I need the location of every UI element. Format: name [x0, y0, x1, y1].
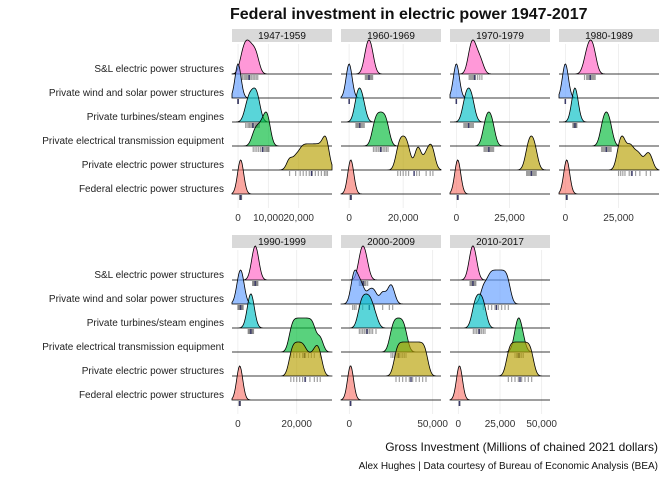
x-tick-label: 50,000 [526, 419, 557, 430]
facet-strip-1960-1969 [341, 29, 441, 42]
x-tick-label: 20,000 [388, 213, 419, 224]
x-tick-label: 25,000 [485, 419, 516, 430]
x-tick-label: 0 [454, 213, 460, 224]
ridge-1980-1989-private-electric-power-structures [559, 135, 660, 171]
ridge-2010-2017-federal-electric-power-structures [449, 365, 550, 401]
ridge-1990-1999-private-turbines-steam-engines [232, 293, 332, 329]
x-tick-label: 0 [347, 419, 353, 430]
ridge-1960-1969-federal-electric-power-structures [340, 159, 441, 195]
ridge-1990-1999-s-l-electric-power-structures [232, 245, 332, 281]
ridge-2010-2017-private-electric-power-structures [450, 341, 550, 377]
ridge-1960-1969-private-wind-and-solar-power-structures [340, 63, 441, 99]
facet-label-2000-2009: 2000-2009 [367, 237, 415, 248]
ridge-1990-1999-federal-electric-power-structures [231, 365, 332, 401]
ridge-1980-1989-federal-electric-power-structures [558, 159, 659, 195]
x-tick-label: 25,000 [494, 213, 525, 224]
ridge-1970-1979-private-turbines-steam-engines [450, 87, 550, 123]
ridge-1970-1979-s-l-electric-power-structures [450, 39, 550, 75]
x-tick-label: 0 [346, 213, 352, 224]
facet-strip-1980-1989 [559, 29, 659, 42]
ridge-1990-1999-private-electric-power-structures [232, 341, 333, 377]
facet-label-1960-1969: 1960-1969 [367, 31, 415, 42]
category-label-private-electrical-transmission-equipment: Private electrical transmission equipmen… [42, 136, 224, 147]
x-tick-label: 10,000 [253, 213, 284, 224]
chart-title: Federal investment in electric power 194… [230, 6, 588, 23]
facet-label-1990-1999: 1990-1999 [258, 237, 306, 248]
ridge-1970-1979-private-electric-power-structures [450, 135, 550, 171]
ridge-1990-1999-private-electrical-transmission-equipment [232, 317, 333, 353]
facet-label-1947-1959: 1947-1959 [258, 31, 306, 42]
ridge-1947-1959-federal-electric-power-structures [231, 159, 332, 195]
ridge-1960-1969-private-electrical-transmission-equipment [341, 111, 441, 147]
ridge-1980-1989-s-l-electric-power-structures [559, 39, 659, 75]
facet-label-2010-2017: 2010-2017 [476, 237, 524, 248]
ridge-1947-1959-private-turbines-steam-engines [232, 87, 332, 123]
x-tick-label: 20,000 [281, 419, 312, 430]
ridge-1970-1979-federal-electric-power-structures [449, 159, 550, 195]
ridge-1960-1969-s-l-electric-power-structures [341, 39, 441, 75]
category-label-private-turbines-steam-engines: Private turbines/steam engines [87, 318, 224, 329]
category-label-private-wind-and-solar-power-structures: Private wind and solar power structures [49, 88, 224, 99]
x-tick-label: 0 [235, 419, 241, 430]
x-tick-label: 25,000 [603, 213, 634, 224]
x-tick-label: 0 [235, 213, 241, 224]
ridge-1980-1989-private-electrical-transmission-equipment [559, 111, 659, 147]
ridge-1960-1969-private-turbines-steam-engines [341, 87, 441, 123]
ridge-2000-2009-private-wind-and-solar-power-structures [340, 269, 441, 305]
ridge-1947-1959-s-l-electric-power-structures [231, 39, 332, 75]
facet-strip-1970-1979 [450, 29, 550, 42]
x-axis-label: Gross Investment (Millions of chained 20… [385, 440, 658, 454]
facet-strip-2010-2017 [450, 235, 550, 248]
ridge-1947-1959-private-electric-power-structures [232, 135, 333, 171]
ridge-1960-1969-private-electric-power-structures [341, 135, 442, 171]
facet-strip-1990-1999 [232, 235, 332, 248]
ridge-2000-2009-federal-electric-power-structures [340, 365, 441, 401]
facet-label-1980-1989: 1980-1989 [585, 31, 633, 42]
category-label-private-electric-power-structures: Private electric power structures [82, 160, 224, 171]
category-label-federal-electric-power-structures: Federal electric power structures [79, 390, 224, 401]
facet-label-1970-1979: 1970-1979 [476, 31, 524, 42]
ridge-2000-2009-s-l-electric-power-structures [341, 245, 441, 281]
x-tick-label: 0 [563, 213, 569, 224]
chart-caption: Alex Hughes | Data courtesy of Bureau of… [358, 461, 658, 472]
facet-strip-1947-1959 [232, 29, 332, 42]
category-label-private-electrical-transmission-equipment: Private electrical transmission equipmen… [42, 342, 224, 353]
ridge-2010-2017-private-wind-and-solar-power-structures [450, 269, 550, 305]
x-tick-label: 0 [456, 419, 462, 430]
category-label-s-l-electric-power-structures: S&L electric power structures [94, 270, 224, 281]
ridge-1990-1999-private-wind-and-solar-power-structures [231, 269, 332, 305]
category-label-private-wind-and-solar-power-structures: Private wind and solar power structures [49, 294, 224, 305]
facet-strip-2000-2009 [341, 235, 441, 248]
x-tick-label: 50,000 [417, 419, 448, 430]
category-label-private-electric-power-structures: Private electric power structures [82, 366, 224, 377]
ridge-2010-2017-private-turbines-steam-engines [450, 293, 550, 329]
x-tick-label: 20,000 [283, 213, 314, 224]
category-label-private-turbines-steam-engines: Private turbines/steam engines [87, 112, 224, 123]
category-label-federal-electric-power-structures: Federal electric power structures [79, 184, 224, 195]
ridge-2000-2009-private-electric-power-structures [341, 341, 441, 377]
category-label-s-l-electric-power-structures: S&L electric power structures [94, 64, 224, 75]
